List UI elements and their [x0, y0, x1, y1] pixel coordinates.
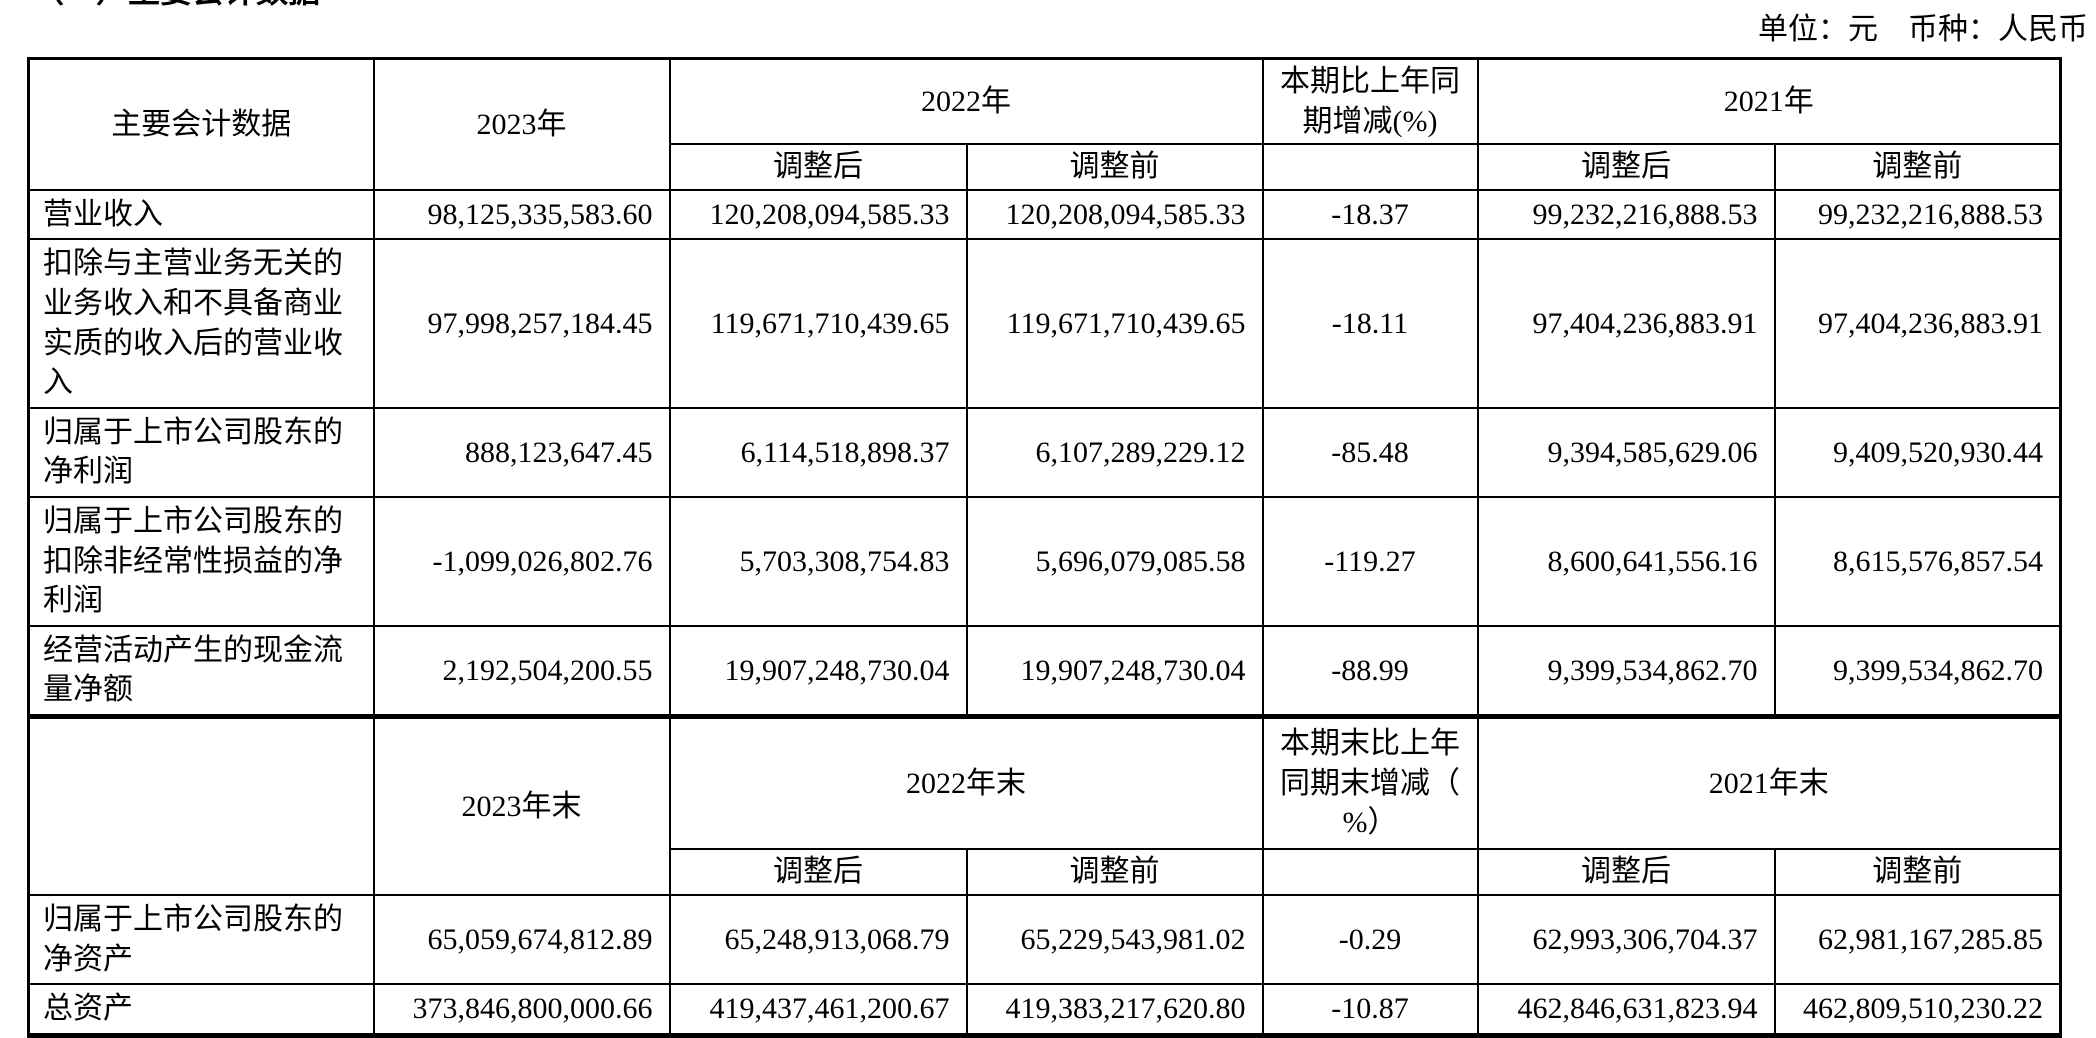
section1-subheader-row: 调整后 调整前 调整后 调整前 — [29, 143, 2062, 191]
col-header-change: 本期比上年同 期增减(%) — [1261, 57, 1479, 146]
value-2022-adjusted-after: 65,248,913,068.79 — [668, 893, 968, 986]
row-label: 归属于上市公司股东的净利润 — [27, 406, 375, 498]
value-2022-adjusted-after: 5,703,308,754.83 — [668, 495, 968, 627]
table-row-net-profit-excl-nonrecurring: 归属于上市公司股东的扣除非经常性损益的净利润 -1,099,026,802.76… — [27, 495, 2062, 627]
col-header-main-label: 主要会计数据 — [27, 57, 375, 191]
row-label: 归属于上市公司股东的扣除非经常性损益的净利润 — [27, 495, 375, 627]
value-2022-adjusted-before: 120,208,094,585.33 — [965, 188, 1264, 241]
subheader-2021-adjusted-after: 调整后 — [1476, 143, 1776, 191]
table-row-net-profit: 归属于上市公司股东的净利润 888,123,647.45 6,114,518,8… — [27, 406, 2062, 498]
subheader-2022end-adjusted-before: 调整前 — [965, 848, 1264, 896]
value-2023: 373,846,800,000.66 — [372, 983, 671, 1037]
value-2021-adjusted-before: 9,409,520,930.44 — [1773, 406, 2062, 498]
subheader-change-empty-cell — [1261, 143, 1479, 191]
value-2021-adjusted-before: 462,809,510,230.22 — [1773, 983, 2062, 1037]
col-header-2021-end: 2021年末 — [1476, 713, 2062, 851]
section2-subheader-row: 调整后 调整前 调整后 调整前 — [29, 848, 2062, 896]
table-row-total-assets: 总资产 373,846,800,000.66 419,437,461,200.6… — [27, 983, 2062, 1037]
value-2021-adjusted-after: 9,399,534,862.70 — [1476, 624, 1776, 718]
key-accounting-data-table: 主要会计数据 2023年 2022年 本期比上年同 期增减(%) 2021年 调… — [27, 57, 2062, 1038]
value-2023: 97,998,257,184.45 — [372, 238, 671, 409]
section2-header-row: 2023年末 2022年末 本期末比上年 同期末增减（ %） 2021年末 — [27, 713, 2062, 896]
report-page: （一）主要会计数据 单位：元 币种：人民币 主要会计数据 2023年 2022年… — [27, 0, 2088, 1038]
value-2022-adjusted-after: 419,437,461,200.67 — [668, 983, 968, 1037]
col-header-end-change: 本期末比上年 同期末增减（ %） — [1261, 713, 1479, 851]
clipped-section-heading-text: （一）主要会计数据 — [32, 0, 532, 9]
subheader-2022-adjusted-after: 调整后 — [668, 143, 968, 191]
table-row-revenue-after-deduction: 扣除与主营业务无关的业务收入和不具备商业实质的收入后的营业收入 97,998,2… — [27, 238, 2062, 409]
value-2021-adjusted-before: 62,981,167,285.85 — [1773, 893, 2062, 986]
value-2021-adjusted-after: 99,232,216,888.53 — [1476, 188, 1776, 241]
col-header-2023-end: 2023年末 — [372, 713, 671, 896]
col-header-2021: 2021年 — [1476, 57, 2062, 146]
section1-header-row: 主要会计数据 2023年 2022年 本期比上年同 期增减(%) 2021年 — [27, 57, 2062, 191]
row-label: 经营活动产生的现金流量净额 — [27, 624, 375, 718]
subheader-2021end-adjusted-before: 调整前 — [1773, 848, 2062, 896]
value-change-pct: -85.48 — [1261, 406, 1479, 498]
value-change-pct: -0.29 — [1261, 893, 1479, 986]
col-header-empty-label — [27, 713, 375, 896]
subheader-2021end-adjusted-after: 调整后 — [1476, 848, 1776, 896]
table-row-net-assets: 归属于上市公司股东的净资产 65,059,674,812.89 65,248,9… — [27, 893, 2062, 986]
row-label: 营业收入 — [27, 188, 375, 241]
value-2021-adjusted-after: 97,404,236,883.91 — [1476, 238, 1776, 409]
value-change-pct: -18.37 — [1261, 188, 1479, 241]
value-2022-adjusted-before: 119,671,710,439.65 — [965, 238, 1264, 409]
col-header-2022: 2022年 — [668, 57, 1264, 146]
row-label: 总资产 — [27, 983, 375, 1037]
value-2023: 888,123,647.45 — [372, 406, 671, 498]
subheader-end-change-empty-cell — [1261, 848, 1479, 896]
subheader-2022-adjusted-before: 调整前 — [965, 143, 1264, 191]
value-2021-adjusted-after: 8,600,641,556.16 — [1476, 495, 1776, 627]
value-2023: -1,099,026,802.76 — [372, 495, 671, 627]
value-2023: 2,192,504,200.55 — [372, 624, 671, 718]
value-2021-adjusted-before: 9,399,534,862.70 — [1773, 624, 2062, 718]
value-2022-adjusted-before: 6,107,289,229.12 — [965, 406, 1264, 498]
value-change-pct: -88.99 — [1261, 624, 1479, 718]
table-row-operating-revenue: 营业收入 98,125,335,583.60 120,208,094,585.3… — [27, 188, 2062, 241]
row-label: 归属于上市公司股东的净资产 — [27, 893, 375, 986]
value-change-pct: -18.11 — [1261, 238, 1479, 409]
table-row-operating-cash-flow: 经营活动产生的现金流量净额 2,192,504,200.55 19,907,24… — [27, 624, 2062, 718]
value-change-pct: -119.27 — [1261, 495, 1479, 627]
value-2022-adjusted-before: 5,696,079,085.58 — [965, 495, 1264, 627]
value-2022-adjusted-before: 419,383,217,620.80 — [965, 983, 1264, 1037]
value-2021-adjusted-before: 97,404,236,883.91 — [1773, 238, 2062, 409]
value-2021-adjusted-after: 462,846,631,823.94 — [1476, 983, 1776, 1037]
value-2021-adjusted-after: 62,993,306,704.37 — [1476, 893, 1776, 986]
subheader-2022end-adjusted-after: 调整后 — [668, 848, 968, 896]
col-header-2022-end: 2022年末 — [668, 713, 1264, 851]
value-2023: 65,059,674,812.89 — [372, 893, 671, 986]
value-2023: 98,125,335,583.60 — [372, 188, 671, 241]
clipped-section-heading: （一）主要会计数据 — [32, 0, 532, 10]
value-2021-adjusted-after: 9,394,585,629.06 — [1476, 406, 1776, 498]
unit-currency-note: 单位：元 币种：人民币 — [1758, 13, 2088, 46]
row-label: 扣除与主营业务无关的业务收入和不具备商业实质的收入后的营业收入 — [27, 238, 375, 409]
value-2022-adjusted-after: 119,671,710,439.65 — [668, 238, 968, 409]
value-2021-adjusted-before: 8,615,576,857.54 — [1773, 495, 2062, 627]
value-2022-adjusted-after: 6,114,518,898.37 — [668, 406, 968, 498]
value-2022-adjusted-before: 65,229,543,981.02 — [965, 893, 1264, 986]
value-2022-adjusted-before: 19,907,248,730.04 — [965, 624, 1264, 718]
value-2022-adjusted-after: 19,907,248,730.04 — [668, 624, 968, 718]
value-2021-adjusted-before: 99,232,216,888.53 — [1773, 188, 2062, 241]
col-header-2023: 2023年 — [372, 57, 671, 191]
value-change-pct: -10.87 — [1261, 983, 1479, 1037]
subheader-2021-adjusted-before: 调整前 — [1773, 143, 2062, 191]
value-2022-adjusted-after: 120,208,094,585.33 — [668, 188, 968, 241]
